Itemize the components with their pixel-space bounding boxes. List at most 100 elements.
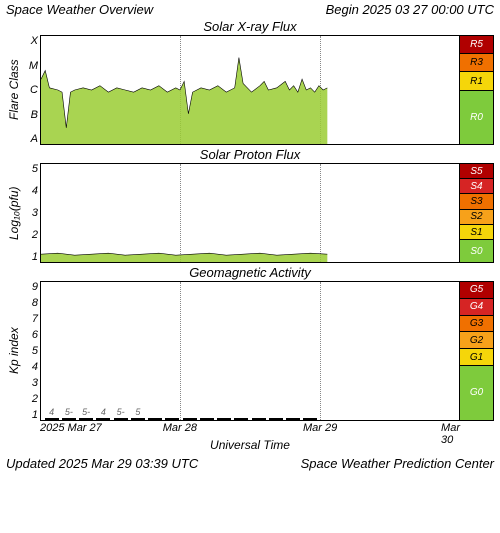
bar-slot xyxy=(164,418,181,420)
scale-cell: G4 xyxy=(460,298,493,315)
kp-yticks: 987654321 xyxy=(22,281,40,421)
scale-cell: S1 xyxy=(460,224,493,239)
scale-cell: S2 xyxy=(460,209,493,224)
bar-slot xyxy=(198,418,215,420)
xray-ylabel: Flare Class xyxy=(6,35,22,145)
kp-bar xyxy=(234,418,248,420)
ytick: 7 xyxy=(22,313,38,325)
ytick: 2 xyxy=(22,393,38,405)
kp-bar xyxy=(269,418,283,420)
ytick: B xyxy=(22,109,38,121)
ytick: 2 xyxy=(22,229,38,241)
bar-slot xyxy=(250,418,267,420)
bar-label: 5 xyxy=(135,407,140,417)
scale-cell: R0 xyxy=(460,90,493,144)
kp-plot-area: 4 5- 5- 4 5- 5 xyxy=(40,281,460,421)
kp-bar xyxy=(131,418,145,420)
ytick: 3 xyxy=(22,377,38,389)
xray-panel: Solar X-ray Flux Flare Class XMCBA R5R3R… xyxy=(6,19,494,145)
bar-slot xyxy=(233,418,250,420)
proton-yticks: 5 4 3 2 1 xyxy=(22,163,40,263)
kp-bar xyxy=(286,418,300,420)
ytick: 5 xyxy=(22,163,38,175)
xray-yticks: X MC BA xyxy=(22,35,40,145)
bar-slot: 5- xyxy=(78,407,95,420)
xtick: Mar 29 xyxy=(303,422,337,434)
kp-panel: Geomagnetic Activity Kp index 9 8 7 6 5 4 3 2 1 … xyxy=(6,265,494,452)
proton-panel: Solar Proton Flux Log₁₀(pfu) 54321 S5S4S… xyxy=(6,147,494,263)
bar-slot: 4 xyxy=(43,407,60,420)
updated-time: Updated 2025 Mar 29 03:39 UTC xyxy=(6,456,198,471)
kp-bar xyxy=(200,418,214,420)
kp-bar xyxy=(252,418,266,420)
ytick: 8 xyxy=(22,297,38,309)
ytick: M xyxy=(22,60,38,72)
kp-bar xyxy=(62,418,76,420)
kp-bar xyxy=(148,418,162,420)
bar-slot xyxy=(285,418,302,420)
ytick: 3 xyxy=(22,207,38,219)
bar-slot xyxy=(267,418,284,420)
footer: Updated 2025 Mar 29 03:39 UTC Space Weat… xyxy=(6,456,494,471)
source-credit: Space Weather Prediction Center xyxy=(301,456,494,471)
bar-slot xyxy=(181,418,198,420)
bar-slot xyxy=(147,418,164,420)
scale-cell: S3 xyxy=(460,193,493,208)
page-title: Space Weather Overview xyxy=(6,2,153,17)
kp-bar xyxy=(96,418,110,420)
xray-plot-area xyxy=(40,35,460,145)
bar-slot: 5- xyxy=(112,407,129,420)
scale-cell: G5 xyxy=(460,282,493,298)
kp-chart-row: Kp index 9 8 7 6 5 4 3 2 1 4 5- 5- 4 5- 5 G5G4G3G2G1G… xyxy=(6,281,494,421)
xtick: Mar 30 xyxy=(441,422,460,446)
kp-bar xyxy=(303,418,317,420)
scale-cell: G3 xyxy=(460,315,493,332)
scale-cell: R1 xyxy=(460,71,493,90)
proton-title: Solar Proton Flux xyxy=(6,147,494,162)
bar-label: 4 xyxy=(101,407,106,417)
ytick: X xyxy=(22,35,38,47)
kp-scale: G5G4G3G2G1G0 xyxy=(460,281,494,421)
bar-slot: 4 xyxy=(95,407,112,420)
scale-cell: R3 xyxy=(460,53,493,72)
scale-cell: G1 xyxy=(460,348,493,365)
kp-ylabel: Kp index xyxy=(6,281,22,421)
kp-bar xyxy=(45,418,59,420)
bar-label: 4 xyxy=(49,407,54,417)
scale-cell: S0 xyxy=(460,239,493,262)
ytick: 9 xyxy=(22,281,38,293)
ytick: 1 xyxy=(22,409,38,421)
scale-cell: G0 xyxy=(460,365,493,420)
kp-bar xyxy=(79,418,93,420)
ytick: A xyxy=(22,133,38,145)
time-axis-label: Universal Time xyxy=(6,438,494,452)
ytick: C xyxy=(22,84,38,96)
bar-slot: 5- xyxy=(60,407,77,420)
header: Space Weather Overview Begin 2025 03 27 … xyxy=(6,2,494,17)
proton-plot-area xyxy=(40,163,460,263)
bar-label: 5- xyxy=(117,407,125,417)
begin-time: Begin 2025 03 27 00:00 UTC xyxy=(326,2,494,17)
xtick: Mar 28 xyxy=(163,422,197,434)
ytick: 6 xyxy=(22,329,38,341)
scale-cell: R5 xyxy=(460,36,493,53)
ytick: 4 xyxy=(22,185,38,197)
scale-cell: S5 xyxy=(460,164,493,178)
page-root: Space Weather Overview Begin 2025 03 27 … xyxy=(0,0,500,475)
kp-bar xyxy=(183,418,197,420)
xray-title: Solar X-ray Flux xyxy=(6,19,494,34)
kp-title: Geomagnetic Activity xyxy=(6,265,494,280)
ytick: 1 xyxy=(22,251,38,263)
scale-cell: S4 xyxy=(460,178,493,193)
ytick: 5 xyxy=(22,345,38,357)
proton-chart-row: Log₁₀(pfu) 5 4 3 2 1 S5S4S3S2S1S0 xyxy=(6,163,494,263)
kp-bar xyxy=(217,418,231,420)
proton-scale: S5S4S3S2S1S0 xyxy=(460,163,494,263)
proton-ylabel: Log₁₀(pfu) xyxy=(6,163,22,263)
bar-slot xyxy=(302,418,319,420)
xray-chart-row: Flare Class X MC BA R5R3R1R0 xyxy=(6,35,494,145)
bar-slot: 5 xyxy=(129,407,146,420)
time-axis-ticks: 2025 Mar 27Mar 28Mar 29Mar 30 xyxy=(40,422,460,436)
bar-label: 5- xyxy=(82,407,90,417)
kp-bar xyxy=(165,418,179,420)
